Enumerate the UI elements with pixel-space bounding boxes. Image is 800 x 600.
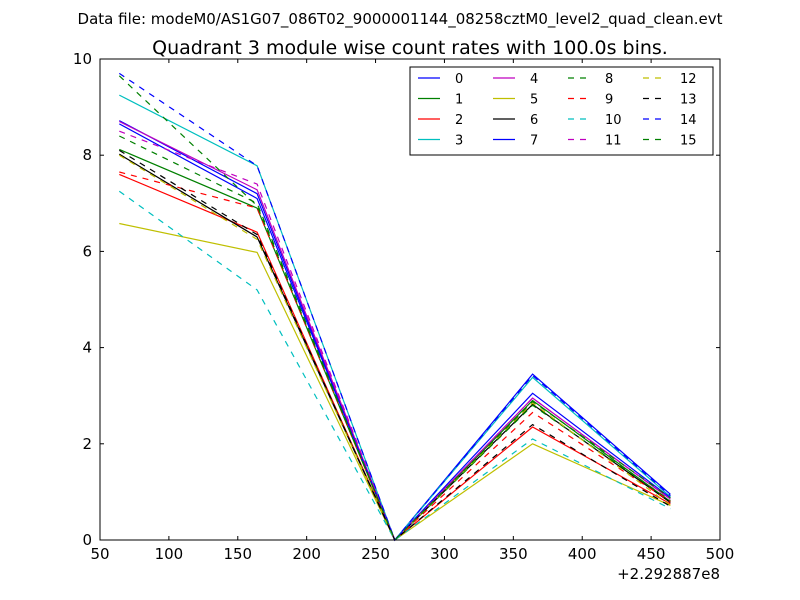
series-line-9 <box>119 171 671 542</box>
legend-label-4: 4 <box>530 72 538 87</box>
legend-label-5: 5 <box>530 93 538 108</box>
x-tick-label: 500 <box>706 545 735 563</box>
x-tick-label: 200 <box>292 545 321 563</box>
legend-label-15: 15 <box>680 134 697 149</box>
legend-box <box>409 66 714 156</box>
y-tick-label: 0 <box>82 531 92 549</box>
legend-label-14: 14 <box>680 113 697 128</box>
x-tick-label: 450 <box>637 545 666 563</box>
series-line-2 <box>119 173 671 541</box>
legend-label-10: 10 <box>605 113 622 128</box>
series-line-11 <box>119 130 671 542</box>
y-tick-label: 2 <box>82 435 92 453</box>
legend-label-11: 11 <box>605 134 622 149</box>
legend-label-7: 7 <box>530 134 538 149</box>
x-tick-label: 50 <box>90 545 109 563</box>
legend-label-3: 3 <box>455 134 463 149</box>
axes-frame <box>99 58 721 541</box>
x-tick-label: 400 <box>568 545 597 563</box>
series-line-6 <box>118 153 671 542</box>
series-line-5 <box>119 222 671 541</box>
legend-label-1: 1 <box>455 93 463 108</box>
x-tick-label: 300 <box>430 545 459 563</box>
x-tick-label: 250 <box>361 545 390 563</box>
y-tick-label: 4 <box>82 339 92 357</box>
legend-label-2: 2 <box>455 113 463 128</box>
x-tick-label: 100 <box>155 545 184 563</box>
series-line-10 <box>118 190 671 541</box>
y-tick-label: 6 <box>82 242 92 260</box>
y-tick-label: 10 <box>73 50 92 68</box>
legend-label-8: 8 <box>605 72 613 87</box>
data-file-suptitle: Data file: modeM0/AS1G07_086T02_90000011… <box>78 10 723 29</box>
series-line-12 <box>118 154 671 542</box>
series-line-1 <box>119 148 671 542</box>
legend-label-9: 9 <box>605 93 613 108</box>
x-tick-label: 350 <box>499 545 528 563</box>
chart-title: Quadrant 3 module wise count rates with … <box>152 37 668 59</box>
x-offset-label: +2.292887e8 <box>617 565 720 583</box>
legend-label-0: 0 <box>455 72 463 87</box>
legend-label-12: 12 <box>680 72 697 87</box>
y-tick-label: 8 <box>82 146 92 164</box>
series-line-0 <box>119 120 671 542</box>
legend-label-6: 6 <box>530 113 538 128</box>
series-line-7 <box>119 123 671 542</box>
x-tick-label: 150 <box>223 545 252 563</box>
series-line-8 <box>119 135 671 542</box>
legend-label-13: 13 <box>680 93 697 108</box>
